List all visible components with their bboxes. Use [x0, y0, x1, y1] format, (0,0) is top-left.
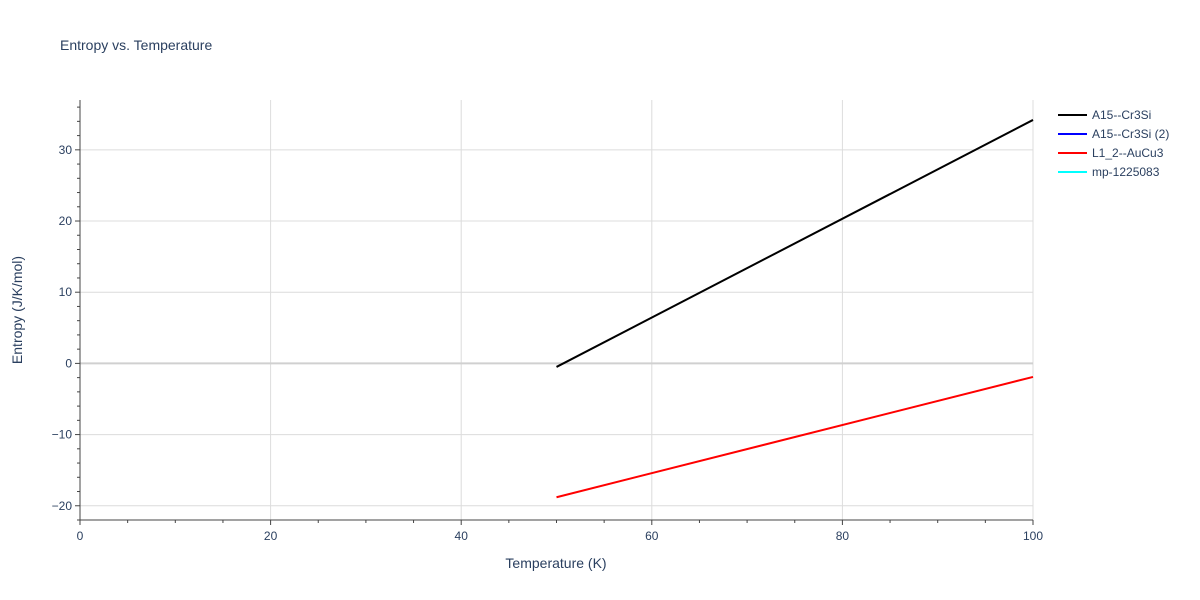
y-tick-label: −10 [52, 428, 73, 442]
x-tick-label: 20 [264, 529, 278, 543]
legend-label: A15--Cr3Si [1092, 108, 1151, 122]
y-tick-label: −20 [52, 499, 73, 513]
series-line [556, 375, 1034, 499]
y-tick-label: 0 [65, 356, 72, 370]
y-tick-label: 10 [59, 285, 73, 299]
legend-item[interactable]: A15--Cr3Si (2) [1058, 127, 1169, 141]
legend-item[interactable]: mp-1225083 [1058, 165, 1160, 179]
grid [80, 100, 1034, 520]
axes: 0 20 40 60 80 100 −20 −10 0 10 20 30 [52, 100, 1043, 543]
legend-item[interactable]: L1_2--AuCu3 [1058, 146, 1164, 160]
x-tick-label: 40 [455, 529, 469, 543]
x-tick-label: 80 [836, 529, 850, 543]
y-axis-title: Entropy (J/K/mol) [9, 256, 25, 364]
x-tick-label: 100 [1023, 529, 1043, 543]
legend-label: mp-1225083 [1092, 165, 1160, 179]
legend-item[interactable]: A15--Cr3Si [1058, 108, 1151, 122]
x-tick-label: 0 [77, 529, 84, 543]
x-axis-title: Temperature (K) [505, 555, 606, 571]
legend-label: L1_2--AuCu3 [1092, 146, 1164, 160]
x-tick-label: 60 [645, 529, 659, 543]
y-tick-label: 30 [59, 143, 73, 157]
series-line [556, 119, 1034, 368]
legend[interactable]: A15--Cr3Si A15--Cr3Si (2) L1_2--AuCu3 mp-12… [1058, 108, 1169, 179]
plot-area [556, 119, 1034, 499]
chart-title: Entropy vs. Temperature [60, 37, 212, 53]
legend-label: A15--Cr3Si (2) [1092, 127, 1169, 141]
y-tick-label: 20 [59, 214, 73, 228]
